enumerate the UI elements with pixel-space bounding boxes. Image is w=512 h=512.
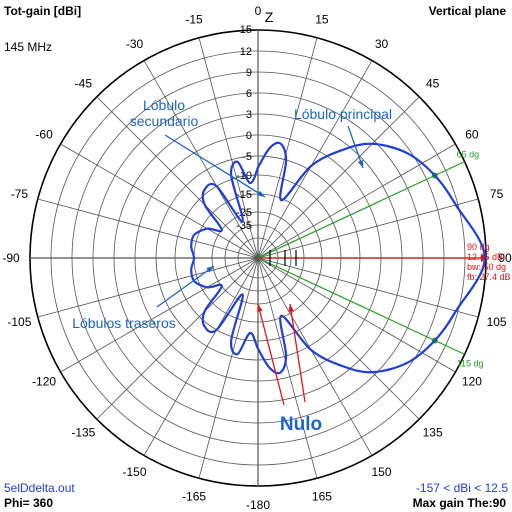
annotation-arrowhead bbox=[357, 160, 364, 168]
angle-tick-labels: 0153045607590105120135150165-180-165-150… bbox=[2, 4, 512, 512]
angle-tick-label: -15 bbox=[185, 12, 203, 26]
angle-tick-label: 90 bbox=[498, 251, 512, 265]
max-gain-info: 12.45 dBi bbox=[467, 252, 505, 262]
annotation-arrowhead bbox=[288, 304, 294, 312]
grid-spoke bbox=[257, 257, 420, 420]
radial-tick-label: 9 bbox=[246, 67, 252, 79]
radial-tick-label: 15 bbox=[240, 24, 252, 36]
plane-label: Vertical plane bbox=[428, 4, 506, 18]
annotation-null: Nulo bbox=[280, 414, 322, 435]
annotation-secondary-lobe: secundario bbox=[130, 113, 199, 129]
grid-spoke bbox=[60, 257, 259, 373]
annotation-secondary-lobe: Lóbulo bbox=[143, 97, 185, 113]
annotation-arrow bbox=[289, 303, 306, 403]
annotation-arrowhead bbox=[206, 266, 214, 273]
phi-label: Phi= 360 bbox=[4, 496, 54, 510]
angle-tick-label: -90 bbox=[2, 251, 20, 265]
angle-tick-label: 135 bbox=[423, 426, 443, 440]
annotation-arrow bbox=[156, 265, 215, 308]
angle-tick-label: 30 bbox=[375, 37, 389, 51]
dbi-range-label: -157 < dBi < 12.5 bbox=[415, 481, 508, 495]
annotation-arrowhead bbox=[257, 304, 263, 312]
annotation-arrow bbox=[257, 303, 285, 406]
grid-spoke bbox=[257, 37, 318, 259]
max-gain-info: 90 dg bbox=[467, 242, 490, 252]
grid-spoke bbox=[257, 257, 373, 456]
filename-label: 5elDdelta.out bbox=[4, 481, 75, 495]
grid-spoke bbox=[198, 257, 259, 479]
annotation-back-lobes: Lóbulos traseros bbox=[72, 315, 176, 331]
grid-spoke bbox=[198, 37, 259, 259]
angle-tick-label: 150 bbox=[371, 465, 391, 479]
grid-spoke bbox=[37, 198, 259, 259]
radial-tick-label: -15 bbox=[236, 189, 252, 201]
angle-tick-label: 165 bbox=[312, 490, 332, 504]
beamwidth-label: 65 dg bbox=[457, 150, 480, 160]
radial-tick-label: -35 bbox=[236, 220, 252, 232]
angle-tick-label: -105 bbox=[7, 315, 31, 329]
angle-tick-label: -30 bbox=[126, 37, 144, 51]
max-gain-angle-label: Max gain The:90 bbox=[412, 496, 506, 510]
angle-tick-label: -75 bbox=[11, 187, 29, 201]
annotation-arrowhead bbox=[257, 190, 265, 197]
radial-tick-label: 0 bbox=[246, 130, 252, 142]
angle-tick-label: 105 bbox=[487, 315, 507, 329]
grid-spoke bbox=[257, 257, 479, 318]
grid-spoke bbox=[257, 96, 420, 259]
angle-tick-label: 15 bbox=[315, 12, 329, 26]
angle-tick-label: -180 bbox=[246, 498, 270, 512]
radial-tick-label: 12 bbox=[240, 46, 252, 58]
pattern-layer bbox=[190, 141, 486, 375]
angle-tick-label: 0 bbox=[255, 4, 262, 18]
radial-tick-label: 6 bbox=[246, 88, 252, 100]
grid-spoke bbox=[143, 60, 259, 259]
angle-tick-label: 45 bbox=[426, 76, 440, 90]
grid-spoke bbox=[257, 257, 318, 479]
angle-tick-label: 120 bbox=[462, 375, 482, 389]
grid-spoke bbox=[96, 96, 259, 259]
beamwidth-line bbox=[257, 257, 465, 355]
grid-spoke bbox=[257, 198, 479, 259]
angle-tick-label: -150 bbox=[122, 465, 146, 479]
angle-tick-label: -60 bbox=[35, 128, 53, 142]
angle-tick-label: -120 bbox=[32, 375, 56, 389]
angle-tick-label: -135 bbox=[71, 426, 95, 440]
annotation-arrow bbox=[164, 134, 266, 198]
grid-spoke bbox=[60, 143, 259, 259]
chart-title: Tot-gain [dBi] bbox=[4, 4, 82, 18]
beamwidth-line bbox=[257, 161, 465, 259]
angle-tick-label: 60 bbox=[465, 128, 479, 142]
angle-tick-label: 75 bbox=[490, 187, 504, 201]
grid-spoke bbox=[143, 257, 259, 456]
grid-spoke bbox=[37, 257, 259, 318]
max-gain-info: fb: 27.4 dB bbox=[467, 272, 511, 282]
radial-tick-label: -5 bbox=[242, 151, 252, 163]
frequency-label: 145 MHz bbox=[4, 40, 53, 54]
zenith-label: Z bbox=[265, 9, 274, 25]
grid-spoke bbox=[96, 257, 259, 420]
radiation-pattern-curve bbox=[190, 141, 486, 375]
annotation-main-lobe: Lóbulo principal bbox=[294, 106, 392, 122]
angle-tick-label: -45 bbox=[75, 76, 93, 90]
angle-tick-label: -165 bbox=[182, 490, 206, 504]
radial-tick-label: 3 bbox=[246, 109, 252, 121]
grid-spoke bbox=[257, 60, 373, 259]
max-gain-info: bw: 50 dg bbox=[467, 262, 506, 272]
beamwidth-label: 115 dg bbox=[457, 358, 484, 368]
